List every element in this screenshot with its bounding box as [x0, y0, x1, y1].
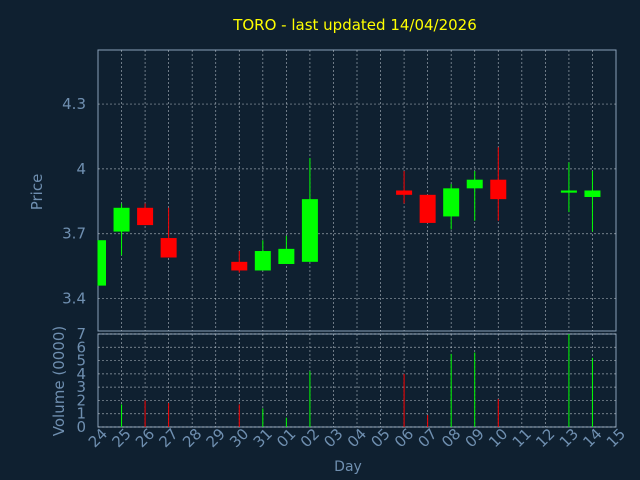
- price-axis-label: Price: [28, 174, 46, 211]
- candle-body: [584, 190, 601, 197]
- volume-tick-label: 5: [76, 352, 86, 370]
- candle-body: [113, 207, 130, 232]
- volume-tick-label: 0: [76, 418, 86, 436]
- volume-tick-label: 1: [76, 405, 86, 423]
- candle-body: [301, 199, 318, 262]
- volume-tick-label: 2: [76, 391, 86, 409]
- candle-body: [419, 194, 436, 223]
- candle-body: [137, 207, 154, 226]
- price-tick-label: 4.3: [62, 95, 86, 113]
- x-axis-label: Day: [334, 459, 362, 475]
- candle-body: [443, 188, 460, 217]
- candle-body: [278, 248, 295, 264]
- price-panel: 3.4 3.7 4 4.3: [62, 49, 617, 332]
- price-tick-label: 4: [76, 160, 86, 178]
- volume-tick-label: 7: [76, 325, 86, 343]
- candle-body: [98, 240, 106, 286]
- candle-body: [466, 179, 483, 189]
- volume-tick-label: 4: [76, 365, 86, 383]
- volume-tick-label: 6: [76, 338, 86, 356]
- chart-title: TORO - last updated 14/04/2026: [232, 16, 477, 34]
- price-tick-label: 3.4: [62, 290, 86, 308]
- candle-body: [231, 261, 248, 271]
- candle-body: [490, 179, 507, 200]
- candle-body: [160, 238, 177, 258]
- volume-tick-label: 3: [76, 378, 86, 396]
- candle-body: [396, 190, 413, 195]
- x-axis: 2425262728293031010203040506070809101112…: [85, 425, 629, 451]
- candle-body: [560, 190, 577, 193]
- volume-axis-label: Volume (0000): [50, 326, 68, 436]
- price-tick-label: 3.7: [62, 225, 86, 243]
- candle-body: [254, 251, 271, 271]
